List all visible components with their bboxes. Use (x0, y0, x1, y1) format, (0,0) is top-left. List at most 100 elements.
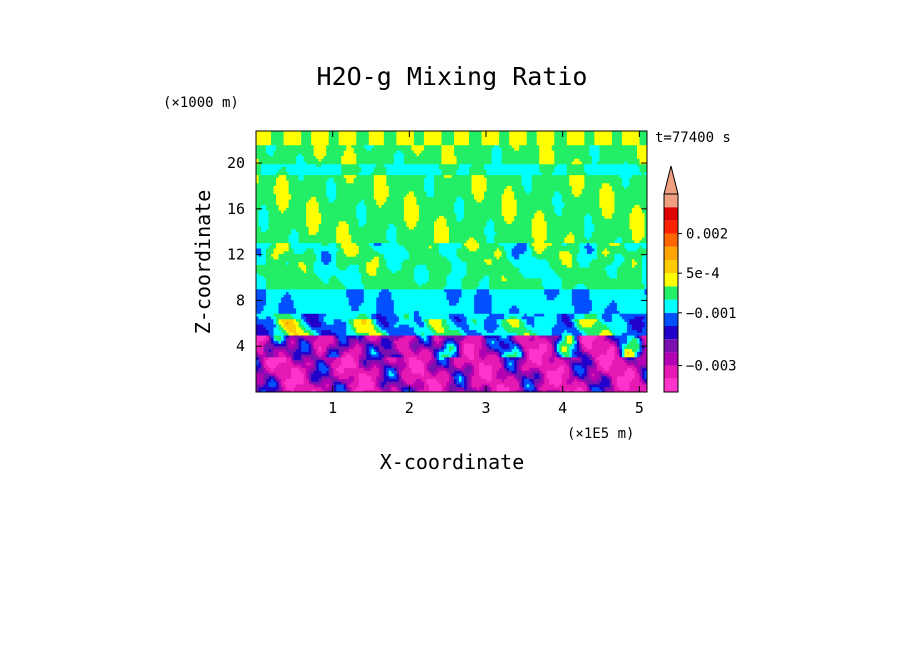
field-cell (263, 383, 267, 388)
field-cell (484, 305, 488, 309)
field-cell (461, 383, 465, 388)
field-cell (471, 378, 475, 382)
field-cell (644, 324, 647, 328)
field-cell (491, 364, 495, 369)
field-cell (266, 359, 270, 363)
field-cell (634, 364, 638, 369)
field-cell (323, 378, 327, 382)
field-cell (539, 386, 543, 390)
field-cell (376, 378, 380, 382)
field-cell (391, 389, 395, 392)
field-cell (273, 324, 277, 328)
field-cell (544, 343, 548, 347)
field-cell (373, 343, 377, 347)
field-cell (366, 375, 370, 380)
field-cell (641, 389, 646, 392)
field-cell (564, 381, 568, 385)
field-cell (406, 367, 410, 371)
field-cell (431, 375, 435, 380)
field-cell (516, 381, 520, 385)
field-cell (586, 324, 590, 328)
field-cell (559, 375, 563, 380)
field-cell (486, 324, 490, 328)
field-cell (336, 313, 340, 317)
field-cell (486, 343, 490, 347)
field-cell (529, 359, 533, 363)
field-cell (421, 383, 425, 388)
field-cell (376, 315, 380, 320)
field-cell (641, 340, 646, 344)
field-cell (333, 372, 337, 377)
field-cell (308, 378, 312, 382)
field-cell (301, 324, 305, 328)
field-cell (403, 383, 407, 388)
field-cell (446, 321, 450, 325)
field-cell (311, 359, 315, 363)
field-cell (328, 340, 332, 344)
field-cell (621, 307, 626, 312)
field-cell (288, 378, 292, 382)
field-cell (386, 334, 390, 339)
field-cell (441, 326, 445, 331)
field-cell (476, 351, 480, 355)
field-cell (604, 329, 608, 333)
field-cell (619, 324, 623, 328)
field-cell (261, 305, 265, 309)
field-cell (501, 378, 505, 382)
field-cell (261, 321, 265, 325)
field-cell (476, 326, 480, 331)
field-cell (594, 372, 598, 377)
field-cell (521, 307, 525, 312)
field-cell (644, 356, 647, 360)
field-cell (406, 372, 410, 377)
field-cell (526, 324, 530, 328)
field-cell (566, 332, 570, 336)
field-cell (506, 356, 510, 360)
field-cell (456, 334, 460, 339)
field-cell (373, 315, 377, 320)
field-cell (456, 378, 460, 382)
field-cell (541, 359, 545, 363)
field-cell (311, 307, 315, 312)
field-cell (308, 345, 312, 350)
field-cell (381, 340, 385, 344)
field-cell (318, 329, 322, 333)
field-cell (466, 381, 470, 385)
field-cell (403, 340, 407, 344)
field-cell (504, 353, 508, 358)
field-cell (564, 329, 568, 333)
field-cell (554, 372, 558, 377)
field-cell (441, 386, 445, 390)
field-cell (303, 334, 307, 339)
field-cell (494, 337, 498, 341)
field-cell (526, 378, 530, 382)
field-cell (423, 310, 428, 314)
field-cell (441, 313, 445, 317)
field-cell (604, 370, 608, 374)
field-cell (519, 367, 523, 371)
field-cell (408, 315, 412, 320)
field-cell (353, 362, 357, 366)
field-cell (398, 359, 402, 363)
field-cell (619, 307, 623, 312)
field-cell (361, 348, 365, 352)
field-cell (293, 375, 297, 380)
field-cell (586, 313, 590, 317)
field-cell (511, 324, 515, 328)
field-cell (551, 329, 555, 333)
field-cell (501, 370, 505, 374)
field-cell (361, 351, 365, 355)
field-cell (273, 375, 277, 380)
field-cell (293, 337, 297, 341)
field-cell (371, 345, 375, 350)
field-cell (501, 326, 505, 331)
field-cell (606, 345, 611, 350)
field-cell (566, 329, 570, 333)
field-cell (386, 351, 390, 355)
field-cell (506, 329, 510, 333)
field-cell (323, 356, 327, 360)
field-cell (391, 334, 395, 339)
field-cell (396, 356, 400, 360)
field-cell (298, 353, 302, 358)
field-cell (534, 307, 538, 312)
